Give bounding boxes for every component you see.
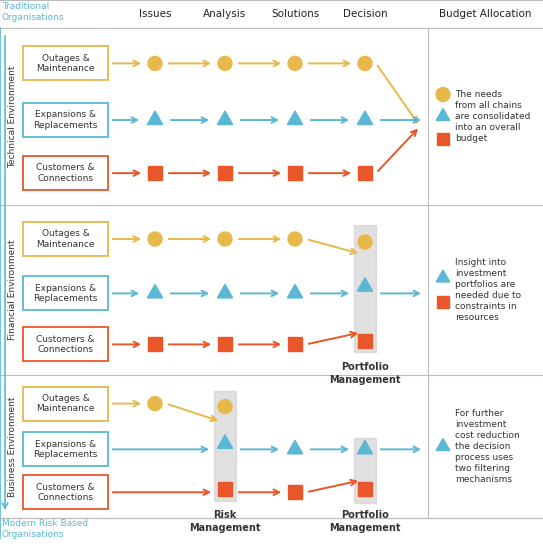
Text: Outages &
Maintenance: Outages & Maintenance (36, 394, 94, 413)
Bar (288, 337, 302, 352)
Text: Financial Environment: Financial Environment (9, 240, 17, 340)
Text: Expansions &
Replacements: Expansions & Replacements (33, 284, 98, 303)
Polygon shape (287, 111, 302, 124)
Polygon shape (357, 278, 372, 291)
Text: Outages &
Maintenance: Outages & Maintenance (36, 54, 94, 73)
Polygon shape (217, 435, 232, 448)
Bar (23, 328, 108, 361)
Circle shape (148, 396, 162, 411)
Text: The needs
from all chains
are consolidated
into an overall
budget: The needs from all chains are consolidat… (455, 90, 531, 143)
Bar (23, 156, 108, 190)
Text: Traditional
Organisations: Traditional Organisations (2, 2, 65, 22)
Polygon shape (357, 111, 372, 124)
Bar (148, 337, 162, 352)
Circle shape (288, 56, 302, 70)
Circle shape (358, 56, 372, 70)
Bar (354, 438, 376, 503)
Circle shape (218, 400, 232, 414)
Bar (354, 225, 376, 352)
Bar (437, 133, 449, 145)
Bar (218, 482, 232, 496)
Text: Customers &
Connections: Customers & Connections (36, 335, 94, 354)
Text: Outages &
Maintenance: Outages & Maintenance (36, 229, 94, 248)
Bar (218, 166, 232, 180)
Text: Budget Allocation: Budget Allocation (439, 9, 532, 19)
Bar (358, 166, 372, 180)
Bar (23, 46, 108, 80)
Bar (288, 166, 302, 180)
Bar (358, 334, 372, 348)
Bar (23, 276, 108, 310)
Polygon shape (436, 438, 450, 450)
Polygon shape (147, 111, 163, 124)
Bar (288, 485, 302, 499)
Polygon shape (436, 270, 450, 282)
Polygon shape (287, 284, 302, 298)
Bar (23, 387, 108, 420)
Circle shape (148, 56, 162, 70)
Circle shape (218, 56, 232, 70)
Bar (218, 337, 232, 352)
Text: Expansions &
Replacements: Expansions & Replacements (33, 110, 98, 130)
Polygon shape (436, 109, 450, 121)
Bar (23, 475, 108, 509)
Bar (148, 166, 162, 180)
Bar (23, 103, 108, 137)
Text: Business Environment: Business Environment (9, 396, 17, 497)
Text: Technical Environment: Technical Environment (9, 66, 17, 168)
Circle shape (358, 235, 372, 249)
Text: Solutions: Solutions (271, 9, 319, 19)
Text: Modern Risk Based
Organisations: Modern Risk Based Organisations (2, 519, 88, 539)
Bar (437, 296, 449, 308)
Polygon shape (217, 284, 232, 298)
Circle shape (218, 232, 232, 246)
Text: For further
investment
cost reduction
the decision
process uses
two filtering
me: For further investment cost reduction th… (455, 409, 520, 484)
Polygon shape (357, 441, 372, 454)
Bar (358, 482, 372, 496)
Bar (23, 222, 108, 256)
Text: Risk
Management: Risk Management (190, 511, 261, 533)
Bar (23, 432, 108, 466)
Polygon shape (287, 441, 302, 454)
Text: Insight into
investment
portfolios are
needed due to
constraints in
resources: Insight into investment portfolios are n… (455, 258, 521, 322)
Text: Expansions &
Replacements: Expansions & Replacements (33, 440, 98, 459)
Polygon shape (217, 111, 232, 124)
Polygon shape (147, 284, 163, 298)
Text: Customers &
Connections: Customers & Connections (36, 163, 94, 183)
Circle shape (288, 232, 302, 246)
Text: Portfolio
Management: Portfolio Management (329, 363, 401, 385)
Circle shape (148, 232, 162, 246)
Text: Customers &
Connections: Customers & Connections (36, 483, 94, 502)
Text: Decision: Decision (343, 9, 387, 19)
Circle shape (436, 87, 450, 102)
Text: Issues: Issues (139, 9, 171, 19)
Bar (214, 390, 236, 501)
Text: Analysis: Analysis (204, 9, 247, 19)
Text: Portfolio
Management: Portfolio Management (329, 511, 401, 533)
